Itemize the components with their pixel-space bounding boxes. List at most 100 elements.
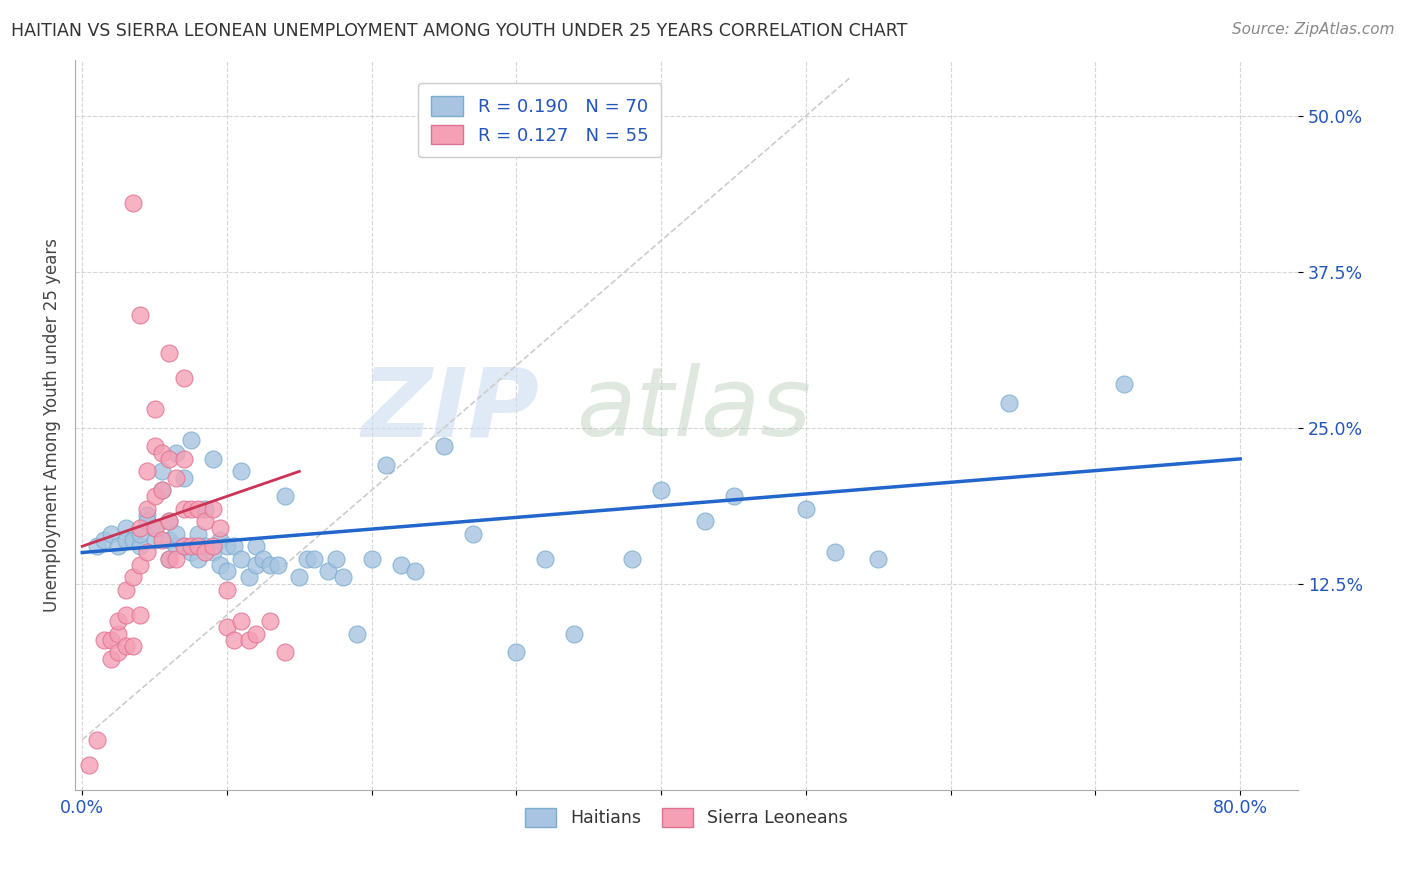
Point bbox=[215, 582, 238, 597]
Point bbox=[201, 545, 224, 559]
Point bbox=[433, 439, 456, 453]
Point bbox=[157, 451, 180, 466]
Point bbox=[79, 757, 101, 772]
Point bbox=[723, 489, 745, 503]
Point bbox=[157, 551, 180, 566]
Point bbox=[143, 520, 166, 534]
Point bbox=[997, 396, 1019, 410]
Point bbox=[794, 501, 817, 516]
Point bbox=[215, 539, 238, 553]
Point bbox=[157, 533, 180, 547]
Point bbox=[180, 545, 202, 559]
Point bbox=[562, 626, 585, 640]
Point bbox=[316, 564, 339, 578]
Point bbox=[274, 489, 297, 503]
Point bbox=[693, 514, 716, 528]
Point bbox=[187, 539, 209, 553]
Text: ZIP: ZIP bbox=[361, 363, 540, 457]
Point bbox=[165, 539, 187, 553]
Point bbox=[150, 445, 173, 459]
Point bbox=[122, 570, 145, 584]
Point bbox=[114, 639, 136, 653]
Point bbox=[173, 371, 195, 385]
Point bbox=[165, 551, 187, 566]
Point bbox=[107, 539, 129, 553]
Point bbox=[165, 470, 187, 484]
Point bbox=[150, 464, 173, 478]
Point bbox=[129, 558, 152, 572]
Point bbox=[231, 551, 253, 566]
Point bbox=[136, 514, 159, 528]
Point bbox=[360, 551, 382, 566]
Point bbox=[143, 402, 166, 417]
Point bbox=[208, 533, 231, 547]
Point bbox=[868, 551, 890, 566]
Point bbox=[332, 570, 354, 584]
Point bbox=[114, 533, 136, 547]
Point bbox=[180, 501, 202, 516]
Point bbox=[231, 614, 253, 628]
Point bbox=[122, 533, 145, 547]
Point bbox=[114, 607, 136, 622]
Point bbox=[266, 558, 288, 572]
Point bbox=[114, 520, 136, 534]
Point bbox=[180, 433, 202, 447]
Point bbox=[100, 526, 122, 541]
Point bbox=[129, 539, 152, 553]
Point bbox=[224, 632, 246, 647]
Point bbox=[129, 607, 152, 622]
Point bbox=[295, 551, 318, 566]
Text: Source: ZipAtlas.com: Source: ZipAtlas.com bbox=[1232, 22, 1395, 37]
Point bbox=[325, 551, 347, 566]
Point bbox=[187, 526, 209, 541]
Point bbox=[157, 514, 180, 528]
Point bbox=[173, 470, 195, 484]
Point bbox=[194, 501, 217, 516]
Point bbox=[122, 639, 145, 653]
Point bbox=[245, 539, 267, 553]
Point bbox=[505, 645, 527, 659]
Point bbox=[173, 451, 195, 466]
Point bbox=[252, 551, 274, 566]
Point bbox=[231, 464, 253, 478]
Point bbox=[107, 645, 129, 659]
Point bbox=[238, 570, 260, 584]
Point bbox=[165, 445, 187, 459]
Point bbox=[157, 514, 180, 528]
Point bbox=[187, 551, 209, 566]
Point bbox=[107, 626, 129, 640]
Point bbox=[259, 558, 281, 572]
Point bbox=[150, 533, 173, 547]
Point bbox=[129, 309, 152, 323]
Point bbox=[187, 501, 209, 516]
Point bbox=[238, 632, 260, 647]
Point bbox=[93, 533, 115, 547]
Point bbox=[215, 564, 238, 578]
Point bbox=[201, 451, 224, 466]
Point bbox=[86, 732, 108, 747]
Point bbox=[201, 501, 224, 516]
Point bbox=[136, 545, 159, 559]
Point bbox=[534, 551, 557, 566]
Point bbox=[245, 626, 267, 640]
Point bbox=[136, 501, 159, 516]
Text: HAITIAN VS SIERRA LEONEAN UNEMPLOYMENT AMONG YOUTH UNDER 25 YEARS CORRELATION CH: HAITIAN VS SIERRA LEONEAN UNEMPLOYMENT A… bbox=[11, 22, 908, 40]
Point bbox=[100, 632, 122, 647]
Point bbox=[259, 614, 281, 628]
Point bbox=[86, 539, 108, 553]
Point bbox=[136, 464, 159, 478]
Point bbox=[208, 558, 231, 572]
Text: atlas: atlas bbox=[576, 363, 811, 457]
Point bbox=[650, 483, 672, 497]
Point bbox=[165, 526, 187, 541]
Point bbox=[173, 539, 195, 553]
Point bbox=[389, 558, 412, 572]
Point bbox=[143, 439, 166, 453]
Point bbox=[122, 196, 145, 211]
Point bbox=[143, 520, 166, 534]
Point bbox=[129, 520, 152, 534]
Point bbox=[274, 645, 297, 659]
Point bbox=[194, 514, 217, 528]
Point bbox=[302, 551, 325, 566]
Point bbox=[107, 614, 129, 628]
